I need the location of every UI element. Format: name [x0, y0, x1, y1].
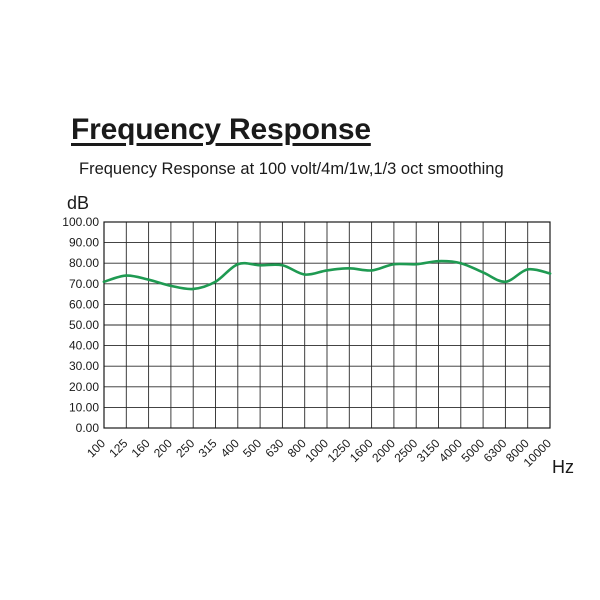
y-tick-label: 80.00	[69, 256, 99, 270]
data-point	[236, 262, 240, 266]
x-tick-labels: 1001251602002503154005006308001000125016…	[84, 436, 554, 470]
x-tick-label: 100	[84, 436, 108, 460]
chart-subtitle: Frequency Response at 100 volt/4m/1w,1/3…	[79, 160, 504, 178]
plot-frame	[103, 221, 551, 429]
x-tick-label: 500	[240, 436, 264, 460]
data-point	[548, 272, 552, 275]
data-point	[325, 269, 329, 272]
chart-title: Frequency Response	[71, 113, 371, 146]
x-tick-label: 125	[106, 436, 130, 460]
data-point	[414, 262, 418, 266]
data-point	[348, 267, 351, 270]
x-tick-label: 2000	[369, 436, 398, 465]
y-tick-label: 100.00	[62, 215, 99, 229]
x-tick-label: 4000	[436, 436, 465, 465]
data-point	[147, 278, 150, 281]
x-tick-label: 1000	[302, 436, 331, 465]
x-tick-label: 1600	[347, 436, 376, 465]
x-tick-label: 630	[262, 436, 286, 460]
x-tick-label: 200	[151, 436, 175, 460]
x-tick-label: 1250	[325, 436, 354, 465]
data-point	[370, 269, 373, 272]
x-tick-label: 400	[218, 436, 242, 460]
data-point	[526, 268, 529, 271]
y-tick-label: 0.00	[76, 421, 100, 435]
y-axis-label: dB	[67, 193, 89, 213]
data-point	[191, 287, 195, 291]
data-point	[392, 262, 396, 266]
data-point	[214, 280, 217, 284]
x-tick-label: 315	[196, 436, 220, 460]
series-layer	[102, 259, 552, 291]
data-point	[169, 284, 173, 288]
x-tick-label: 3150	[414, 436, 443, 465]
x-tick-label: 5000	[458, 436, 487, 465]
x-axis-label: Hz	[552, 457, 574, 477]
y-tick-label: 20.00	[69, 380, 99, 394]
y-tick-label: 30.00	[69, 359, 99, 373]
x-tick-label: 2500	[392, 436, 421, 465]
data-point	[504, 280, 507, 284]
y-tick-label: 10.00	[69, 400, 99, 414]
data-point	[281, 263, 284, 267]
y-tick-label: 60.00	[69, 297, 99, 311]
data-point	[437, 259, 440, 263]
y-tick-label: 70.00	[69, 277, 99, 291]
data-point	[258, 263, 262, 267]
y-tick-label: 50.00	[69, 318, 99, 332]
grid	[103, 221, 551, 429]
x-tick-label: 250	[173, 436, 197, 460]
y-tick-label: 90.00	[69, 236, 99, 250]
data-point	[459, 261, 463, 265]
x-tick-label: 160	[129, 436, 153, 460]
data-point	[125, 274, 128, 277]
x-tick-label: 6300	[481, 436, 510, 465]
data-point	[303, 273, 307, 276]
data-point	[102, 280, 106, 284]
y-tick-labels: 0.00 10.00 20.00 30.00 40.00 50.00 60.00 70.00 8…	[62, 215, 99, 435]
data-point	[481, 271, 485, 274]
y-tick-label: 40.00	[69, 339, 99, 353]
